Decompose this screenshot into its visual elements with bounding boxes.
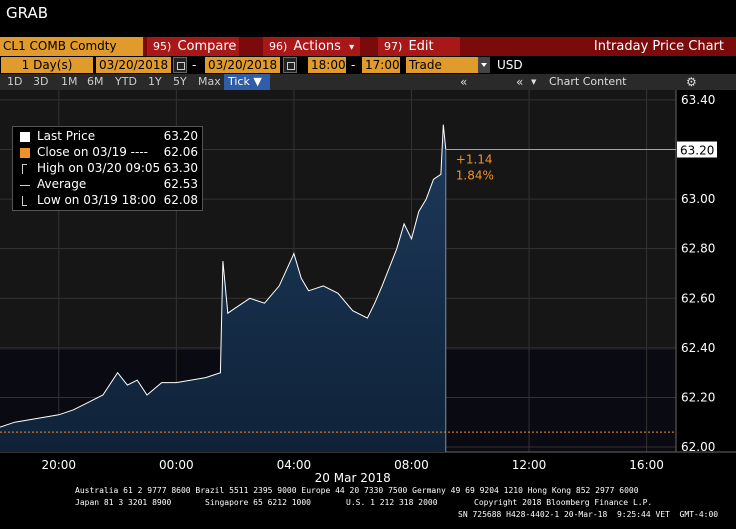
scroll-back-icon[interactable]: «: [516, 75, 524, 89]
legend-item[interactable]: Average 62.53: [13, 177, 202, 193]
y-tick-label: 62.20: [681, 390, 715, 404]
time-separator: -: [351, 58, 356, 72]
edit-menu-number: 97): [384, 40, 403, 53]
legend-value: 62.08: [163, 193, 198, 207]
footer-contact-singapore: Singapore 65 6212 1000: [205, 498, 311, 507]
tab-1d[interactable]: 1D: [7, 75, 23, 88]
x-tick-label: 16:00: [629, 458, 664, 472]
legend-label: Low on 03/19 18:00: [37, 193, 157, 207]
end-date-input[interactable]: 03/20/2018: [205, 57, 280, 73]
x-tick-label: 00:00: [159, 458, 194, 472]
currency-label: USD: [497, 58, 523, 72]
chart-content-button[interactable]: Chart Content: [549, 75, 627, 88]
legend-value: 63.30: [163, 161, 198, 175]
legend-value: 63.20: [163, 129, 198, 143]
end-time-input[interactable]: 17:00: [362, 57, 400, 73]
function-title: Intraday Price Chart: [593, 39, 724, 54]
window-title: GRAB: [6, 4, 48, 22]
change-pct-label: 1.84%: [456, 169, 494, 183]
command-bar: CL1 COMB Comdty 95) Compare 96) Actions …: [0, 37, 736, 68]
footer-contact-japan: Japan 81 3 3201 8900: [75, 498, 172, 507]
legend-item[interactable]: Low on 03/19 18:00 62.08: [13, 193, 202, 209]
compare-menu-button[interactable]: 95) Compare: [147, 37, 239, 56]
period-tab-bar: 1D 3D 1M 6M YTD 1Y 5Y Max Tick ▼ « « ▼ C…: [0, 74, 736, 90]
footer-session-info: SN 725688 H428-4402-1 20-Mar-18 9:25:44 …: [458, 510, 719, 519]
edit-menu-button[interactable]: 97) Edit ▾: [378, 37, 460, 68]
x-tick-label: 12:00: [512, 458, 547, 472]
x-tick-label: 08:00: [394, 458, 429, 472]
compare-menu-number: 95): [153, 40, 172, 53]
period-days-field[interactable]: 1 Day(s): [1, 57, 93, 73]
tab-1m[interactable]: 1M: [61, 75, 78, 88]
footer-contacts-line-1: Australia 61 2 9777 8600 Brazil 5511 239…: [75, 486, 639, 495]
legend-swatch-icon: [20, 148, 30, 158]
legend-label: High on 03/20 09:05: [37, 161, 161, 175]
tick-interval-label: Tick: [228, 75, 250, 88]
price-line: [0, 124, 447, 428]
chevron-down-icon[interactable]: [478, 57, 490, 73]
scroll-left-icon[interactable]: «: [460, 75, 468, 89]
security-ticker-field[interactable]: CL1 COMB Comdty: [0, 37, 143, 56]
legend-label: Average: [37, 177, 87, 191]
legend-swatch-icon: [20, 185, 30, 195]
edit-menu-label: Edit: [408, 39, 434, 54]
tab-5y[interactable]: 5Y: [173, 75, 187, 88]
top-bar: GRAB: [0, 0, 736, 37]
x-date-label: 20 Mar 2018: [315, 471, 391, 484]
caret-down-icon: ▼: [531, 78, 537, 86]
tick-interval-select[interactable]: Tick ▼: [224, 74, 270, 90]
y-tick-label: 62.80: [681, 242, 715, 256]
actions-menu-number: 96): [269, 40, 288, 53]
x-tick-label: 04:00: [277, 458, 312, 472]
price-mode-select[interactable]: Trade: [406, 57, 478, 73]
period-days-value: 1: [21, 58, 30, 72]
calendar-icon[interactable]: [283, 57, 297, 73]
legend-value: 62.06: [163, 145, 198, 159]
period-days-unit: Day(s): [33, 58, 73, 72]
y-tick-label: 63.40: [681, 93, 715, 107]
legend-label: Last Price: [37, 129, 96, 143]
price-area-fill: [0, 124, 446, 452]
y-tick-label: 62.60: [681, 291, 715, 305]
compare-menu-label: Compare: [177, 39, 237, 54]
chart-legend: Last Price 63.20 Close on 03/19 ---- 62.06 H…: [12, 126, 203, 211]
tab-3d[interactable]: 3D: [33, 75, 49, 88]
legend-value: 62.53: [163, 177, 198, 191]
legend-item[interactable]: Close on 03/19 ---- 62.06: [13, 145, 202, 161]
legend-item[interactable]: High on 03/20 09:05 63.30: [13, 161, 202, 177]
footer-contact-us: U.S. 1 212 318 2000: [346, 498, 438, 507]
date-range-bar: 1 Day(s) 03/20/2018 - 03/20/2018 18:00 -…: [0, 56, 736, 74]
calendar-icon[interactable]: [173, 57, 187, 73]
terminal-footer: Australia 61 2 9777 8600 Brazil 5511 239…: [0, 484, 736, 529]
start-time-input[interactable]: 18:00: [308, 57, 346, 73]
gear-icon[interactable]: ⚙: [686, 75, 697, 89]
tab-1y[interactable]: 1Y: [148, 75, 162, 88]
footer-copyright: Copyright 2018 Bloomberg Finance L.P.: [474, 498, 653, 507]
last-price-tag-text: 63.20: [680, 144, 714, 158]
y-tick-label: 62.40: [681, 341, 715, 355]
tab-ytd[interactable]: YTD: [115, 75, 137, 88]
legend-item[interactable]: Last Price 63.20: [13, 129, 202, 145]
chevron-down-icon: ▼: [253, 75, 262, 88]
legend-label: Close on 03/19 ----: [37, 145, 148, 159]
y-tick-label: 62.00: [681, 440, 715, 454]
date-separator: -: [192, 58, 197, 72]
start-date-input[interactable]: 03/20/2018: [96, 57, 171, 73]
legend-swatch-icon: [22, 164, 27, 174]
actions-menu-label: Actions: [293, 39, 341, 54]
legend-swatch-icon: [20, 132, 30, 142]
x-tick-label: 20:00: [41, 458, 76, 472]
tab-max[interactable]: Max: [198, 75, 221, 88]
legend-swatch-icon: [22, 196, 27, 206]
actions-menu-button[interactable]: 96) Actions ▾: [263, 37, 360, 56]
tab-6m[interactable]: 6M: [87, 75, 104, 88]
y-tick-label: 63.00: [681, 192, 715, 206]
chevron-down-icon: ▾: [349, 42, 355, 53]
last-price-tag: [677, 141, 717, 158]
change-label: +1.14: [456, 153, 493, 167]
